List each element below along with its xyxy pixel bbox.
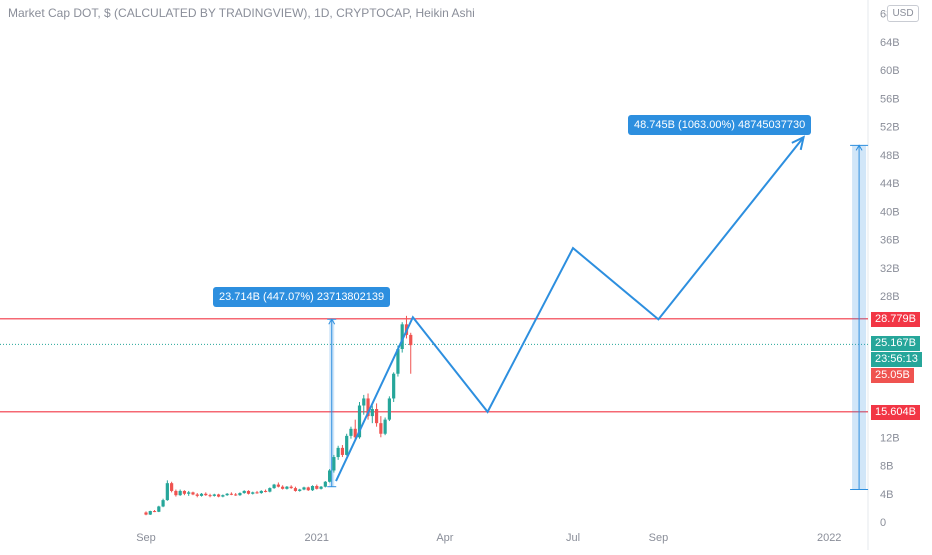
price-tag-current: 25.167B (871, 336, 920, 352)
y-tick-label: 40B (880, 206, 900, 218)
candle-down (315, 485, 319, 489)
y-tick-label: 8B (880, 461, 893, 473)
candle-down (182, 490, 187, 494)
candle-up (221, 495, 225, 497)
candle-up (392, 373, 396, 399)
candle-down (208, 495, 212, 497)
candle-down (281, 486, 285, 489)
candle-up (349, 428, 353, 436)
candle-up (357, 405, 362, 438)
y-tick-label: 60B (880, 65, 900, 77)
candle-up (383, 419, 387, 434)
measure-label-second[interactable]: 48.745B (1063.00%) 48745037730 (628, 115, 812, 136)
candle-up (251, 492, 255, 494)
candle-up (165, 483, 169, 501)
candle-down (234, 494, 238, 496)
x-tick-label: Jul (566, 532, 580, 544)
y-tick-label: 12B (880, 432, 900, 444)
y-tick-label: 52B (880, 122, 900, 134)
price-tag-open: 25.05B (871, 368, 914, 384)
y-tick-label: 48B (880, 150, 900, 162)
candle-up (178, 490, 182, 496)
candle-up (187, 492, 191, 494)
candle-down (144, 512, 148, 515)
candle-up (387, 398, 391, 420)
candle-up (302, 487, 306, 490)
y-tick-label: 36B (880, 235, 900, 247)
candle-down (255, 492, 259, 494)
candle-down (374, 409, 379, 424)
candle-down (229, 493, 233, 495)
candle-up (336, 447, 340, 458)
price-tag-countdown: 23:56:13 (871, 352, 922, 368)
candle-down (263, 490, 268, 492)
candle-down (306, 487, 310, 491)
candle-down (246, 490, 251, 494)
y-tick-label: 64B (880, 37, 900, 49)
projection-arrowhead (791, 135, 806, 151)
x-tick-label: 2022 (817, 532, 841, 544)
price-tag-resistance: 28.779B (871, 311, 920, 327)
candle-up (323, 481, 327, 487)
candle-up (212, 494, 216, 496)
candle-up (238, 493, 242, 496)
candle-down (174, 490, 178, 496)
candle-down (204, 493, 208, 496)
candle-down (366, 398, 370, 417)
y-tick-label: 4B (880, 489, 893, 501)
y-tick-label: 56B (880, 93, 900, 105)
candle-up (332, 457, 336, 471)
candle-up (157, 506, 161, 512)
y-tick-label: 32B (880, 263, 900, 275)
candle-up (148, 511, 152, 515)
candle-up (272, 484, 276, 489)
measure-label-first[interactable]: 23.714B (447.07%) 23713802139 (213, 287, 391, 308)
candle-down (340, 447, 345, 455)
candle-up (268, 488, 272, 492)
candle-up (259, 490, 263, 494)
x-tick-label: Apr (436, 532, 453, 544)
price-tag-support: 15.604B (871, 404, 920, 420)
y-tick-label: 0 (880, 517, 886, 529)
candle-down (276, 484, 280, 487)
candle-up (345, 435, 349, 455)
currency-badge[interactable]: USD (887, 5, 919, 22)
candle-down (191, 492, 195, 495)
candle-up (199, 493, 204, 496)
candle-up (400, 324, 404, 350)
candle-down (379, 423, 383, 434)
y-tick-label: 28B (880, 291, 900, 303)
candle-down (170, 483, 174, 491)
candle-down (409, 334, 413, 346)
candle-up (225, 493, 229, 496)
candle-up (285, 486, 289, 489)
projection-path (335, 136, 805, 482)
candle-up (319, 486, 323, 489)
x-tick-label: Sep (649, 532, 669, 544)
candle-down (353, 428, 357, 438)
measure-arrow (328, 318, 336, 325)
candle-up (161, 500, 165, 507)
candle-down (289, 486, 293, 489)
candle-down (152, 511, 157, 513)
candle-up (328, 470, 332, 482)
x-tick-label: Sep (136, 532, 156, 544)
chart-title: Market Cap DOT, $ (CALCULATED BY TRADING… (8, 6, 475, 20)
candle-up (396, 349, 400, 374)
candle-down (195, 494, 199, 496)
candle-up (298, 489, 302, 491)
candle-up (310, 485, 315, 491)
x-tick-label: 2021 (305, 532, 329, 544)
candle-up (242, 490, 246, 494)
candle-down (216, 494, 221, 497)
measure-arrow (855, 144, 863, 151)
candle-down (293, 488, 298, 491)
y-tick-label: 44B (880, 178, 900, 190)
candle-up (362, 398, 366, 406)
candle-up (370, 409, 374, 417)
